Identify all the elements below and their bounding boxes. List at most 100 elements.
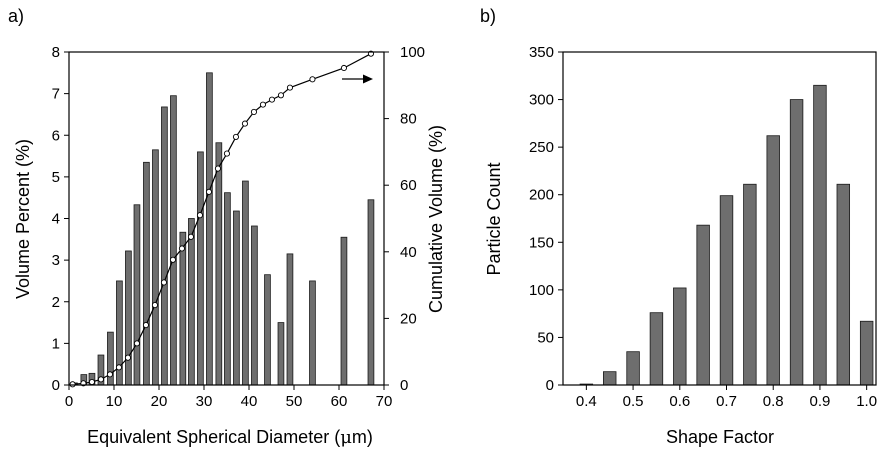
x-tick-label: 0.8 (763, 393, 784, 410)
y2-tick-label: 60 (400, 177, 417, 194)
count-bar (696, 224, 710, 386)
cumulative-point (259, 101, 267, 108)
volume-bar (309, 280, 316, 386)
count-bar (603, 371, 617, 386)
x-tick-label: 40 (241, 393, 258, 410)
panel-b-axes: 0.4 0.5 0.6 0.7 0.8 0.9 1.0 0 50 100 150 200 250 300 3… (529, 44, 877, 410)
cumulative-point (187, 233, 194, 240)
volume-bar (152, 149, 159, 386)
panel-a-label: a) (8, 6, 24, 26)
count-bar (766, 135, 780, 386)
volume-bar (367, 199, 375, 386)
panel-a-bars (71, 72, 375, 386)
x-tick-label: 50 (286, 393, 303, 410)
volume-bar (340, 236, 348, 386)
cumulative-point (241, 120, 248, 127)
y2-tick-label: 80 (400, 111, 417, 128)
panel-a-ylabel: Volume Percent (%) (13, 139, 33, 299)
cumulative-point (142, 322, 149, 329)
volume-bar (264, 274, 271, 386)
cumulative-point (169, 256, 176, 263)
y-tick-label: 350 (529, 44, 554, 61)
panel-b-frame (562, 51, 877, 386)
y-tick-label: 5 (52, 169, 60, 186)
y-tick-label: 0 (52, 377, 60, 394)
x-tick-label: 0.9 (810, 393, 831, 410)
cumulative-point (205, 188, 212, 195)
cumulative-point (97, 376, 104, 383)
cumulative-point (223, 150, 230, 157)
volume-bar (143, 161, 150, 386)
right-arrow-icon (342, 74, 373, 84)
volume-bar (206, 72, 213, 386)
y-tick-label: 200 (529, 187, 554, 204)
volume-bar (277, 322, 285, 386)
cumulative-point (69, 381, 76, 388)
y2-tick-label: 100 (400, 44, 425, 61)
count-bar (673, 287, 687, 386)
volume-bar (179, 231, 187, 386)
y-tick-label: 50 (537, 329, 554, 346)
count-bar (789, 99, 804, 386)
volume-bar (286, 253, 294, 386)
volume-bar (197, 151, 204, 386)
volume-bar (224, 192, 231, 386)
cumulative-point (277, 92, 285, 99)
cumulative-point (340, 64, 348, 72)
volume-bar (161, 106, 168, 386)
y-tick-label: 3 (52, 252, 60, 269)
cumulative-point (178, 245, 185, 252)
panel-a-xlabel: Equivalent Spherical Diameter (μm) (87, 427, 373, 448)
cumulative-point (88, 378, 95, 386)
volume-bar (251, 225, 258, 386)
x-tick-label: 70 (376, 393, 393, 410)
count-bar (649, 312, 664, 386)
y-tick-label: 100 (529, 282, 554, 299)
x-tick-label: 60 (331, 393, 348, 410)
count-bar (836, 183, 851, 386)
volume-bar (125, 250, 132, 386)
cumulative-point (160, 279, 167, 286)
panel-b-label: b) (480, 6, 496, 26)
y-tick-label: 1 (52, 335, 60, 352)
count-bar (743, 183, 757, 386)
x-tick-label: 20 (151, 393, 168, 410)
x-tick-label: 1.0 (856, 393, 877, 410)
cumulative-point (214, 165, 221, 172)
cumulative-point (196, 212, 203, 219)
count-bar (626, 351, 640, 386)
y-tick-label: 300 (529, 92, 554, 109)
y2-tick-label: 0 (400, 377, 408, 394)
cumulative-point (268, 96, 276, 103)
y-tick-label: 2 (52, 294, 60, 311)
y-tick-label: 4 (52, 211, 60, 228)
panel-a-y2label: Cumulative Volume (%) (426, 125, 446, 313)
panel-a: a) 0 10 20 30 40 50 60 70012345678020406080100 … (8, 6, 446, 448)
y-tick-label: 6 (52, 127, 60, 144)
volume-bar (170, 95, 177, 386)
y2-tick-label: 20 (400, 310, 417, 327)
count-bar (859, 320, 874, 386)
cumulative-point (106, 371, 113, 378)
count-bar (719, 195, 734, 386)
y2-tick-label: 40 (400, 244, 417, 261)
cumulative-point (124, 354, 131, 361)
x-tick-label: 0.4 (576, 393, 597, 410)
x-tick-label: 30 (196, 393, 213, 410)
volume-bar (242, 180, 249, 386)
cumulative-line (72, 53, 372, 385)
panel-b: b) 0.4 0.5 0.6 0.7 0.8 0.9 1.0 0 50 100 150 200 250 3… (480, 6, 877, 447)
cumulative-point (133, 340, 140, 347)
volume-bar (215, 142, 223, 386)
cumulative-point (232, 133, 239, 140)
x-tick-label: 0 (65, 393, 73, 410)
y-tick-label: 150 (529, 234, 554, 251)
count-bar (813, 84, 827, 386)
cumulative-point (286, 84, 294, 91)
cumulative-point (115, 364, 122, 371)
panel-b-xlabel: Shape Factor (666, 427, 774, 447)
x-tick-label: 0.6 (669, 393, 690, 410)
y-tick-label: 0 (546, 377, 554, 394)
panel-b-bars (579, 84, 874, 386)
